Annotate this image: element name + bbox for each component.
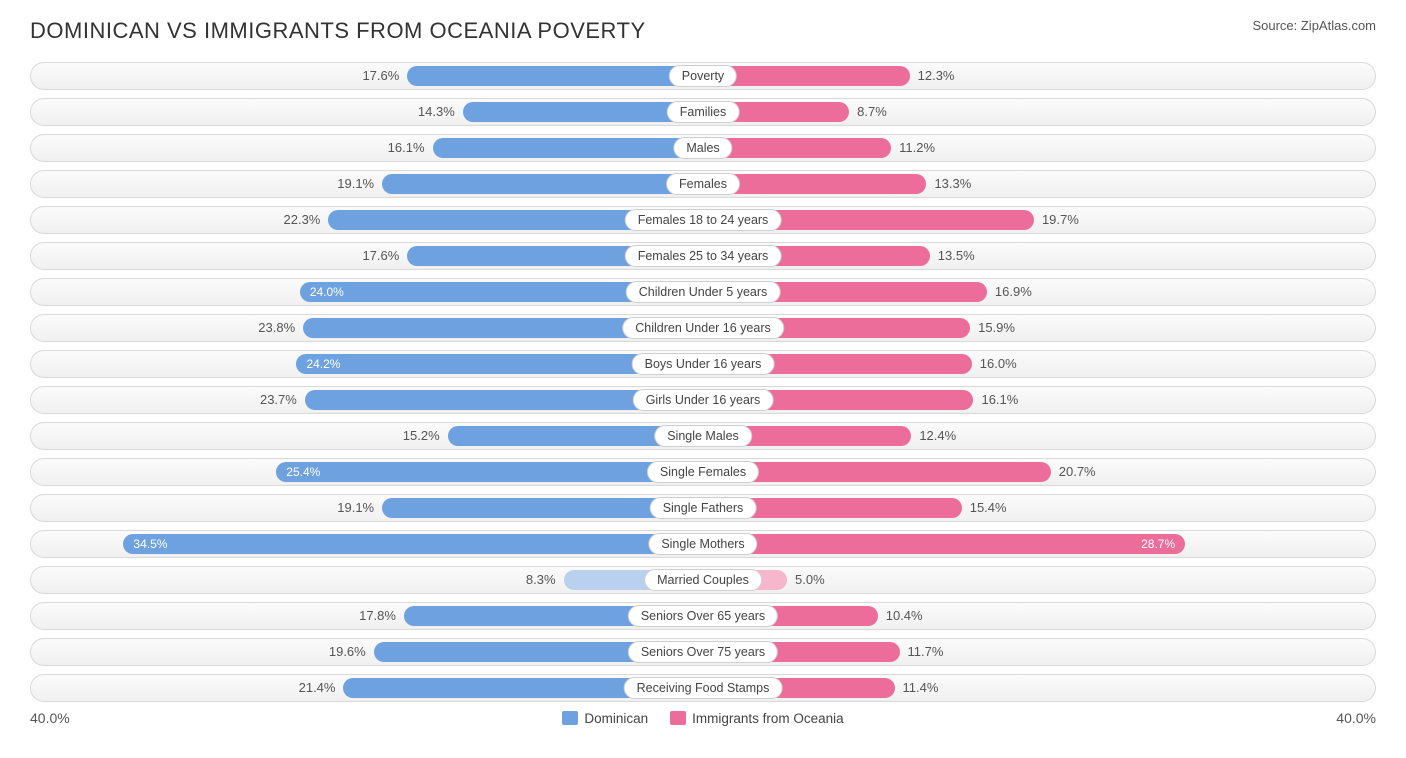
legend-label-right: Immigrants from Oceania — [692, 711, 844, 726]
chart-row: 23.7% 16.1% Girls Under 16 years — [30, 386, 1376, 414]
value-label-left: 8.3% — [526, 567, 564, 593]
chart-row: 14.3% 8.7% Families — [30, 98, 1376, 126]
value-label-left: 19.1% — [337, 171, 382, 197]
category-label: Females 18 to 24 years — [625, 209, 782, 231]
category-label: Single Fathers — [650, 497, 757, 519]
value-label-left: 34.5% — [133, 531, 167, 557]
chart-row: 19.1% 13.3% Females — [30, 170, 1376, 198]
bar-left — [382, 174, 703, 194]
chart-title: DOMINICAN VS IMMIGRANTS FROM OCEANIA POV… — [30, 18, 646, 44]
category-label: Girls Under 16 years — [633, 389, 774, 411]
value-label-right: 13.3% — [926, 171, 971, 197]
chart-row: 17.8% 10.4% Seniors Over 65 years — [30, 602, 1376, 630]
category-label: Single Males — [654, 425, 752, 447]
value-label-right: 11.7% — [900, 639, 944, 665]
category-label: Males — [673, 137, 732, 159]
chart-header: DOMINICAN VS IMMIGRANTS FROM OCEANIA POV… — [30, 18, 1376, 44]
value-label-left: 22.3% — [284, 207, 329, 233]
category-label: Poverty — [669, 65, 737, 87]
chart-row: 24.2% 16.0% Boys Under 16 years — [30, 350, 1376, 378]
chart-row: 21.4% 11.4% Receiving Food Stamps — [30, 674, 1376, 702]
value-label-left: 23.8% — [258, 315, 303, 341]
chart-source: Source: ZipAtlas.com — [1252, 18, 1376, 33]
value-label-right: 10.4% — [878, 603, 923, 629]
category-label: Females 25 to 34 years — [625, 245, 782, 267]
axis-max-left: 40.0% — [30, 710, 70, 726]
category-label: Females — [666, 173, 740, 195]
chart-row: 17.6% 13.5% Females 25 to 34 years — [30, 242, 1376, 270]
value-label-right: 16.0% — [972, 351, 1017, 377]
diverging-bar-chart: 17.6%12.3%Poverty14.3%8.7%Families16.1%1… — [30, 62, 1376, 702]
value-label-left: 14.3% — [418, 99, 463, 125]
chart-row: 34.5% 28.7% Single Mothers — [30, 530, 1376, 558]
category-label: Single Mothers — [648, 533, 757, 555]
legend-item-left: Dominican — [562, 711, 648, 726]
chart-row: 17.6% 12.3% Poverty — [30, 62, 1376, 90]
value-label-right: 28.7% — [1141, 531, 1175, 557]
value-label-left: 17.6% — [362, 243, 407, 269]
value-label-left: 19.1% — [337, 495, 382, 521]
value-label-right: 19.7% — [1034, 207, 1079, 233]
bar-left — [276, 462, 703, 482]
chart-row: 23.8% 15.9% Children Under 16 years — [30, 314, 1376, 342]
value-label-right: 11.4% — [895, 675, 939, 701]
bar-left — [407, 66, 703, 86]
value-label-right: 16.1% — [973, 387, 1018, 413]
legend-swatch-icon — [562, 711, 578, 725]
category-label: Receiving Food Stamps — [624, 677, 783, 699]
chart-row: 19.1% 15.4% Single Fathers — [30, 494, 1376, 522]
chart-footer: 40.0% Dominican Immigrants from Oceania … — [30, 710, 1376, 726]
legend-item-right: Immigrants from Oceania — [670, 711, 844, 726]
category-label: Families — [667, 101, 740, 123]
chart-row: 24.0% 16.9% Children Under 5 years — [30, 278, 1376, 306]
bar-left — [433, 138, 703, 158]
value-label-left: 25.4% — [286, 459, 320, 485]
value-label-right: 5.0% — [787, 567, 825, 593]
chart-row: 15.2% 12.4% Single Males — [30, 422, 1376, 450]
value-label-right: 8.7% — [849, 99, 887, 125]
value-label-left: 19.6% — [329, 639, 374, 665]
legend-swatch-icon — [670, 711, 686, 725]
value-label-left: 21.4% — [299, 675, 344, 701]
bar-right — [703, 534, 1185, 554]
value-label-right: 20.7% — [1051, 459, 1096, 485]
value-label-right: 11.2% — [891, 135, 935, 161]
category-label: Children Under 5 years — [626, 281, 781, 303]
value-label-left: 17.8% — [359, 603, 404, 629]
category-label: Seniors Over 75 years — [628, 641, 778, 663]
value-label-right: 15.4% — [962, 495, 1007, 521]
axis-max-right: 40.0% — [1336, 710, 1376, 726]
category-label: Seniors Over 65 years — [628, 605, 778, 627]
chart-row: 25.4% 20.7% Single Females — [30, 458, 1376, 486]
category-label: Married Couples — [644, 569, 762, 591]
category-label: Single Females — [647, 461, 759, 483]
category-label: Boys Under 16 years — [632, 353, 775, 375]
value-label-right: 15.9% — [970, 315, 1015, 341]
category-label: Children Under 16 years — [622, 317, 784, 339]
value-label-left: 15.2% — [403, 423, 448, 449]
value-label-left: 23.7% — [260, 387, 305, 413]
bar-left — [123, 534, 703, 554]
legend-label-left: Dominican — [584, 711, 648, 726]
chart-row: 19.6% 11.7% Seniors Over 75 years — [30, 638, 1376, 666]
chart-row: 16.1% 11.2% Males — [30, 134, 1376, 162]
value-label-right: 16.9% — [987, 279, 1032, 305]
value-label-right: 12.3% — [910, 63, 955, 89]
chart-row: 8.3% 5.0% Married Couples — [30, 566, 1376, 594]
chart-row: 22.3% 19.7% Females 18 to 24 years — [30, 206, 1376, 234]
value-label-right: 12.4% — [911, 423, 956, 449]
value-label-left: 24.0% — [310, 279, 344, 305]
value-label-left: 17.6% — [362, 63, 407, 89]
value-label-left: 16.1% — [388, 135, 433, 161]
legend: Dominican Immigrants from Oceania — [562, 711, 843, 726]
value-label-right: 13.5% — [930, 243, 975, 269]
value-label-left: 24.2% — [306, 351, 340, 377]
